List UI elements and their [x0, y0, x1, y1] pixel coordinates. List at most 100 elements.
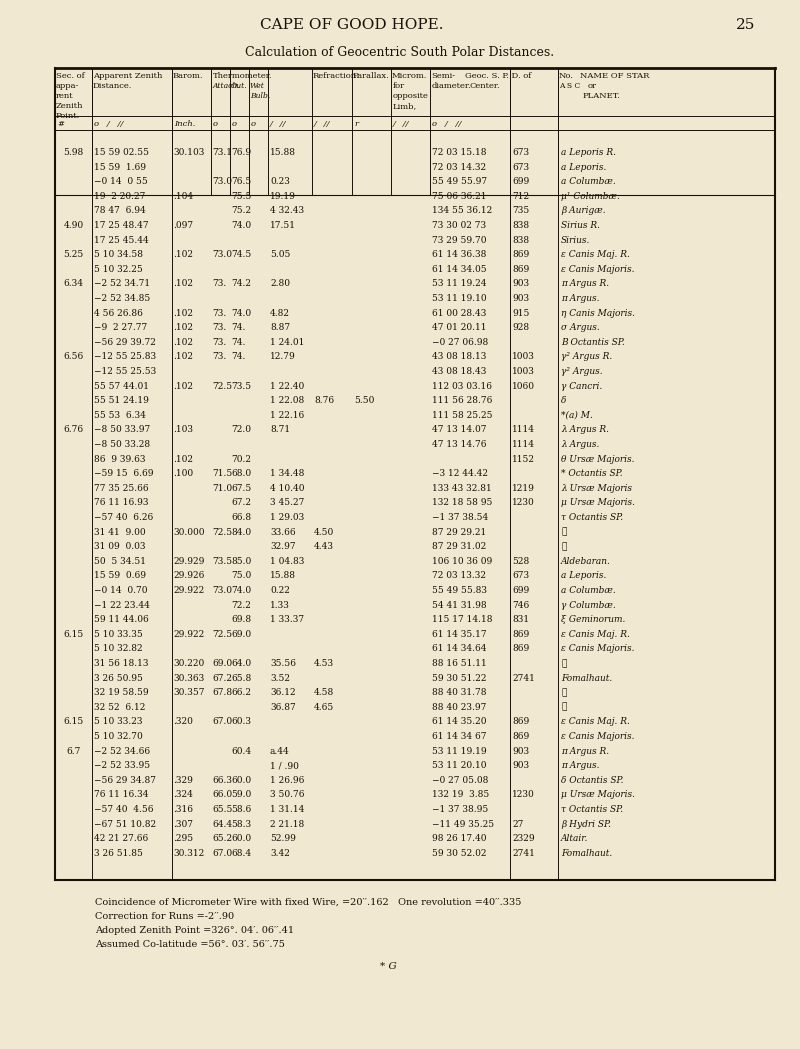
Text: 1 29.03: 1 29.03	[270, 513, 304, 522]
Text: o: o	[251, 120, 256, 128]
Text: 1 04.83: 1 04.83	[270, 557, 304, 565]
Text: −1 37 38.95: −1 37 38.95	[432, 805, 488, 814]
Text: 4.53: 4.53	[314, 659, 334, 668]
Text: 3 45.27: 3 45.27	[270, 498, 304, 508]
Text: −1 37 38.54: −1 37 38.54	[432, 513, 488, 522]
Text: or: or	[588, 82, 597, 90]
Text: 74.0: 74.0	[231, 586, 251, 595]
Text: 32.97: 32.97	[270, 542, 296, 551]
Text: Apparent Zenith: Apparent Zenith	[93, 72, 162, 80]
Text: 71.5: 71.5	[212, 469, 232, 478]
Text: γ Cancri.: γ Cancri.	[561, 382, 602, 390]
Text: 55 57 44.01: 55 57 44.01	[94, 382, 149, 390]
Text: .102: .102	[173, 382, 193, 390]
Text: 869: 869	[512, 732, 530, 741]
Text: λ Argus R.: λ Argus R.	[561, 426, 609, 434]
Text: .103: .103	[173, 426, 193, 434]
Text: 2741: 2741	[512, 673, 535, 683]
Text: a Leporis.: a Leporis.	[561, 163, 606, 172]
Text: 78 47  6.94: 78 47 6.94	[94, 207, 146, 215]
Text: γ² Argus R.: γ² Argus R.	[561, 352, 612, 362]
Text: 915: 915	[512, 308, 530, 318]
Text: −9  2 27.77: −9 2 27.77	[94, 323, 147, 333]
Text: 1114: 1114	[512, 440, 535, 449]
Text: 15 59  1.69: 15 59 1.69	[94, 163, 146, 172]
Text: 928: 928	[512, 323, 529, 333]
Text: 903: 903	[512, 747, 529, 755]
Text: /   //: / //	[270, 120, 286, 128]
Text: a.44: a.44	[270, 747, 290, 755]
Text: 73.: 73.	[212, 323, 226, 333]
Text: 712: 712	[512, 192, 529, 200]
Text: 15 59 02.55: 15 59 02.55	[94, 148, 149, 157]
Text: 67.0: 67.0	[212, 849, 232, 858]
Text: 59 11 44.06: 59 11 44.06	[94, 615, 149, 624]
Text: θ Ursæ Majoris.: θ Ursæ Majoris.	[561, 454, 634, 464]
Text: 132 19  3.85: 132 19 3.85	[432, 790, 490, 799]
Text: ε Canis Maj. R.: ε Canis Maj. R.	[561, 629, 630, 639]
Text: 53 11 19.24: 53 11 19.24	[432, 279, 486, 288]
Text: 50  5 34.51: 50 5 34.51	[94, 557, 146, 565]
Text: 4.58: 4.58	[314, 688, 334, 698]
Text: 36.87: 36.87	[270, 703, 296, 712]
Text: 36.12: 36.12	[270, 688, 296, 698]
Text: 74.: 74.	[231, 352, 246, 362]
Text: 17.51: 17.51	[270, 221, 296, 230]
Text: ε Canis Majoris.: ε Canis Majoris.	[561, 644, 634, 654]
Text: −12 55 25.83: −12 55 25.83	[94, 352, 156, 362]
Text: π Argus R.: π Argus R.	[561, 279, 609, 288]
Text: 15.88: 15.88	[270, 572, 296, 580]
Text: 30.103: 30.103	[173, 148, 204, 157]
Text: 55 53  6.34: 55 53 6.34	[94, 411, 146, 420]
Text: 25: 25	[736, 18, 755, 33]
Text: ☉: ☉	[561, 542, 566, 551]
Text: 71.0: 71.0	[212, 484, 232, 493]
Text: −12 55 25.53: −12 55 25.53	[94, 367, 156, 376]
Text: Out.: Out.	[231, 82, 248, 90]
Text: ξ Geminorum.: ξ Geminorum.	[561, 615, 626, 624]
Text: ε Canis Maj. R.: ε Canis Maj. R.	[561, 251, 630, 259]
Text: 68.4: 68.4	[231, 849, 251, 858]
Text: 1114: 1114	[512, 426, 535, 434]
Text: 60.0: 60.0	[231, 834, 251, 843]
Text: o   /   //: o / //	[432, 120, 462, 128]
Text: 27: 27	[512, 819, 523, 829]
Text: −2 52 33.95: −2 52 33.95	[94, 762, 150, 770]
Text: 134 55 36.12: 134 55 36.12	[432, 207, 492, 215]
Text: 111 56 28.76: 111 56 28.76	[432, 397, 492, 405]
Text: 60.3: 60.3	[231, 718, 251, 726]
Text: 3 26 50.95: 3 26 50.95	[94, 673, 143, 683]
Text: π Argus.: π Argus.	[561, 294, 599, 303]
Text: π Argus.: π Argus.	[561, 762, 599, 770]
Text: 869: 869	[512, 251, 530, 259]
Text: π Argus R.: π Argus R.	[561, 747, 609, 755]
Text: 66.0: 66.0	[212, 790, 232, 799]
Text: 112 03 03.16: 112 03 03.16	[432, 382, 492, 390]
Text: 55 49 55.97: 55 49 55.97	[432, 177, 487, 187]
Text: −0 14  0 55: −0 14 0 55	[94, 177, 148, 187]
Text: 1152: 1152	[512, 454, 535, 464]
Text: 84.0: 84.0	[231, 528, 251, 537]
Text: 4.43: 4.43	[314, 542, 334, 551]
Text: .102: .102	[173, 352, 193, 362]
Text: #: #	[57, 120, 64, 128]
Text: 869: 869	[512, 718, 530, 726]
Text: 72.5: 72.5	[212, 382, 232, 390]
Text: 869: 869	[512, 644, 530, 654]
Text: −0 14  0.70: −0 14 0.70	[94, 586, 147, 595]
Text: 3 26 51.85: 3 26 51.85	[94, 849, 143, 858]
Text: Point.: Point.	[56, 112, 80, 120]
Text: 1 22.40: 1 22.40	[270, 382, 304, 390]
Text: 3.42: 3.42	[270, 849, 290, 858]
Text: ε Canis Majoris.: ε Canis Majoris.	[561, 264, 634, 274]
Text: Assumed Co-latitude =56°. 03′. 56′′.75: Assumed Co-latitude =56°. 03′. 56′′.75	[95, 940, 285, 949]
Text: 72.2: 72.2	[231, 601, 251, 609]
Text: 73.5: 73.5	[231, 382, 251, 390]
Text: 903: 903	[512, 294, 529, 303]
Text: 115 17 14.18: 115 17 14.18	[432, 615, 493, 624]
Text: τ Octantis SP.: τ Octantis SP.	[561, 805, 623, 814]
Text: 61 14 36.38: 61 14 36.38	[432, 251, 486, 259]
Text: 8.71: 8.71	[270, 426, 290, 434]
Text: Adopted Zenith Point =326°. 04′. 06′′.41: Adopted Zenith Point =326°. 04′. 06′′.41	[95, 926, 294, 935]
Text: μ Ursæ Majoris.: μ Ursæ Majoris.	[561, 498, 635, 508]
